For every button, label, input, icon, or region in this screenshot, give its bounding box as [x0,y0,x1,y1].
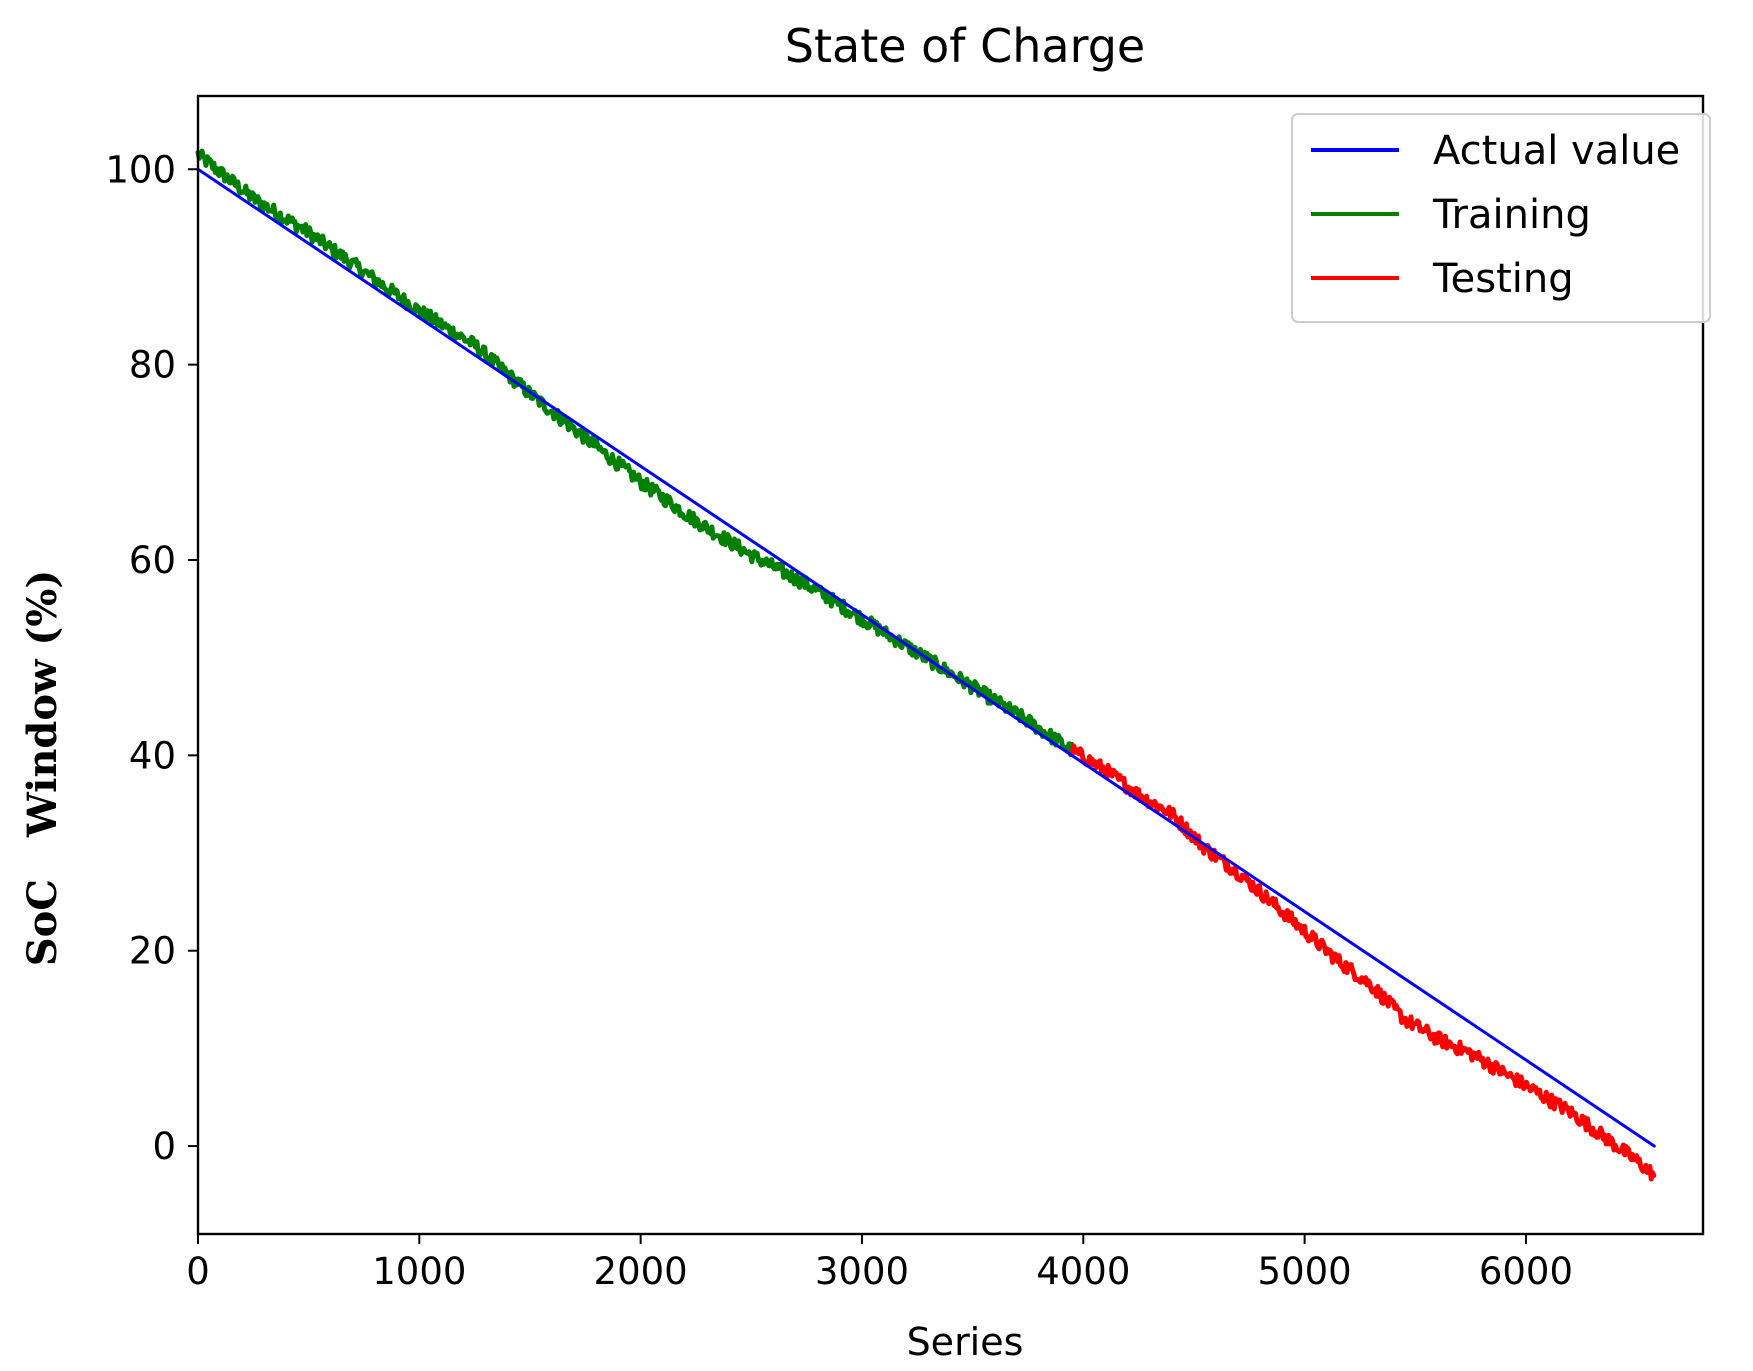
plot-frame [196,94,1705,1236]
x-tick-label: 4000 [1036,1250,1130,1293]
legend-label-actual-value: Actual value [1433,128,1680,174]
x-tick-label: 0 [186,1250,210,1293]
series-layer [195,148,1657,1182]
y-tick-label: 40 [129,734,176,777]
x-axis-label: Series [907,1320,1024,1364]
x-tick-label: 6000 [1479,1250,1573,1293]
x-tick-label: 2000 [594,1250,688,1293]
legend: Actual value Training Testing [1291,113,1711,323]
series-line-testing [1069,743,1657,1182]
y-tick-label: 20 [129,930,176,973]
series-line-training [195,148,1075,758]
x-tick-label: 1000 [372,1250,466,1293]
chart-title: State of Charge [785,19,1145,73]
series-line-actual-value [196,167,1656,1148]
x-tick-label: 3000 [815,1250,909,1293]
y-tick-label: 100 [105,148,176,191]
x-axis-ticks: 0 1000 2000 3000 4000 5000 6000 [186,1234,1573,1293]
y-axis-ticks: 0 20 40 60 80 100 [105,148,198,1168]
legend-label-testing: Testing [1432,256,1574,302]
y-tick-label: 80 [129,344,176,387]
legend-box [1291,113,1711,323]
x-tick-label: 5000 [1258,1250,1352,1293]
y-tick-label: 0 [152,1125,176,1168]
legend-label-training: Training [1432,192,1591,238]
y-tick-label: 60 [129,539,176,582]
y-axis-label: SoC Window (%) [19,570,66,967]
